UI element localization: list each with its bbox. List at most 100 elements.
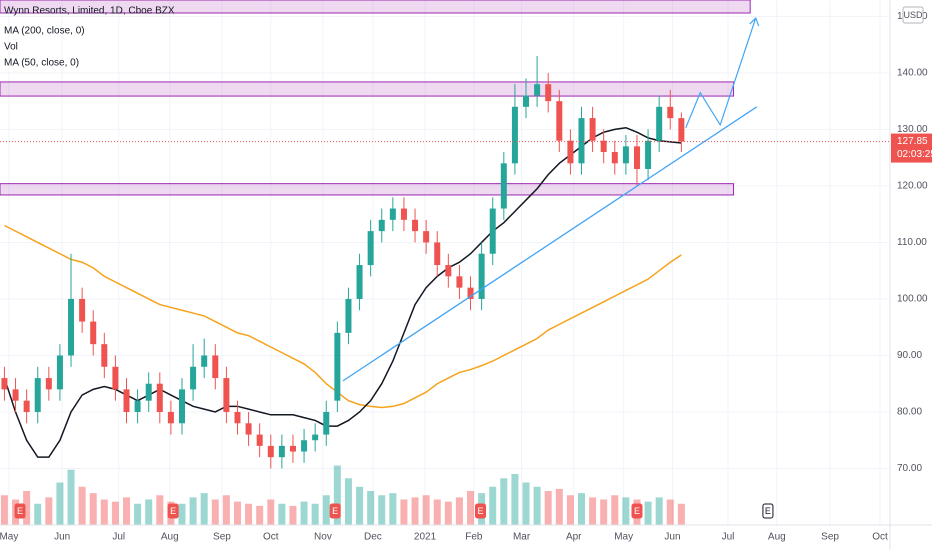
y-tick-label: 140.00 [897,68,928,79]
candle-body [378,219,385,232]
volume-bar [500,478,508,525]
candle-body [156,383,163,412]
candle-body [267,445,274,458]
volume-bar [267,499,275,525]
volume-bar [23,491,31,525]
earnings-marker [14,503,26,519]
candle-body [334,332,341,401]
volume-bar [56,482,64,525]
candle-body [90,321,97,345]
trendline [342,106,758,382]
candle-body [145,383,152,401]
candle-body [12,389,19,401]
earnings-marker [631,503,643,519]
x-tick-label: May [0,532,18,543]
x-tick-label: Sep [213,532,231,543]
indicator-label: MA (200, close, 0) [4,26,85,37]
volume-bar [444,501,452,525]
volume-bar [344,478,352,525]
x-tick-label: Nov [314,532,332,543]
candle-body [79,298,86,322]
volume-bar [222,495,230,525]
candle-body [667,106,674,119]
volume-bar [544,491,552,525]
x-tick-label: Jun [664,532,680,543]
legend: Wynn Resorts, Limited, 1D, Cboe BZX MA (… [4,6,175,69]
candle-body [112,366,119,390]
volume-bar [655,497,663,525]
volume-bar [111,501,119,525]
chart-title: Wynn Resorts, Limited, 1D, Cboe BZX [4,6,175,17]
volume-bar [189,497,197,525]
candle-body [56,355,63,390]
candle-body [23,400,30,412]
currency-badge[interactable] [902,6,924,24]
zone [0,183,735,196]
candle-body [345,298,352,333]
candle-body [45,378,52,390]
last-price-label: 127.85 [897,136,928,147]
volume-bar [533,486,541,525]
volume-bar [34,503,42,525]
earnings-label: E [17,506,23,516]
x-tick-label: May [614,532,633,543]
x-tick-label: Oct [263,532,279,543]
candle-body [545,84,552,102]
volume-bar [411,497,419,525]
volume-bar [577,493,585,525]
volume-bar [522,482,530,525]
x-tick-label: Aug [768,532,786,543]
volume-bar [422,495,430,525]
candle-body [389,208,396,220]
volume-bar [400,499,408,525]
candle-body [1,378,8,390]
last-price-badge [891,133,932,163]
earnings-marker [167,503,179,519]
candle-body [278,445,285,458]
earnings-label: E [478,506,484,516]
candle-body [589,118,596,141]
candle-body [456,276,463,288]
volume-bar [89,493,97,525]
y-tick-label: 80.00 [897,407,922,418]
candle-body [167,411,174,424]
volume-bar [566,495,574,525]
x-tick-label: Mar [513,532,531,543]
y-tick-label: 70.00 [897,463,922,474]
candle-body [134,400,141,412]
volume-bar [433,499,441,525]
volume-bar [677,503,685,525]
indicator-label: Vol [4,42,18,53]
candle-body [289,445,296,452]
volume-bar [145,499,153,525]
volume-bar [589,497,597,525]
candle-body [611,152,618,164]
volume-bar [278,503,286,525]
candle-body [312,434,319,441]
earnings-marker [329,503,341,519]
volume-bar [389,493,397,525]
candle-body [534,84,541,96]
x-tick-label: Jul [722,532,735,543]
candle-body [600,140,607,153]
volume-bar [78,486,86,525]
candle-body [201,355,208,367]
volume-bar [555,488,563,525]
volume-bar [233,501,241,525]
volume-bar [356,486,364,525]
moving-average [3,126,682,458]
volume-bar [300,501,308,525]
candle-body [656,106,663,141]
y-tick-label: 90.00 [897,350,922,361]
earnings-marker [762,503,774,519]
candle-body [633,146,640,169]
candle-body [567,140,574,164]
x-tick-label: Sep [821,532,839,543]
volume-bar [67,469,75,525]
zone [0,81,735,97]
candle-body [245,423,252,435]
currency-label: USD [903,10,923,20]
volume-bar [644,501,652,525]
volume-bar [489,486,497,525]
